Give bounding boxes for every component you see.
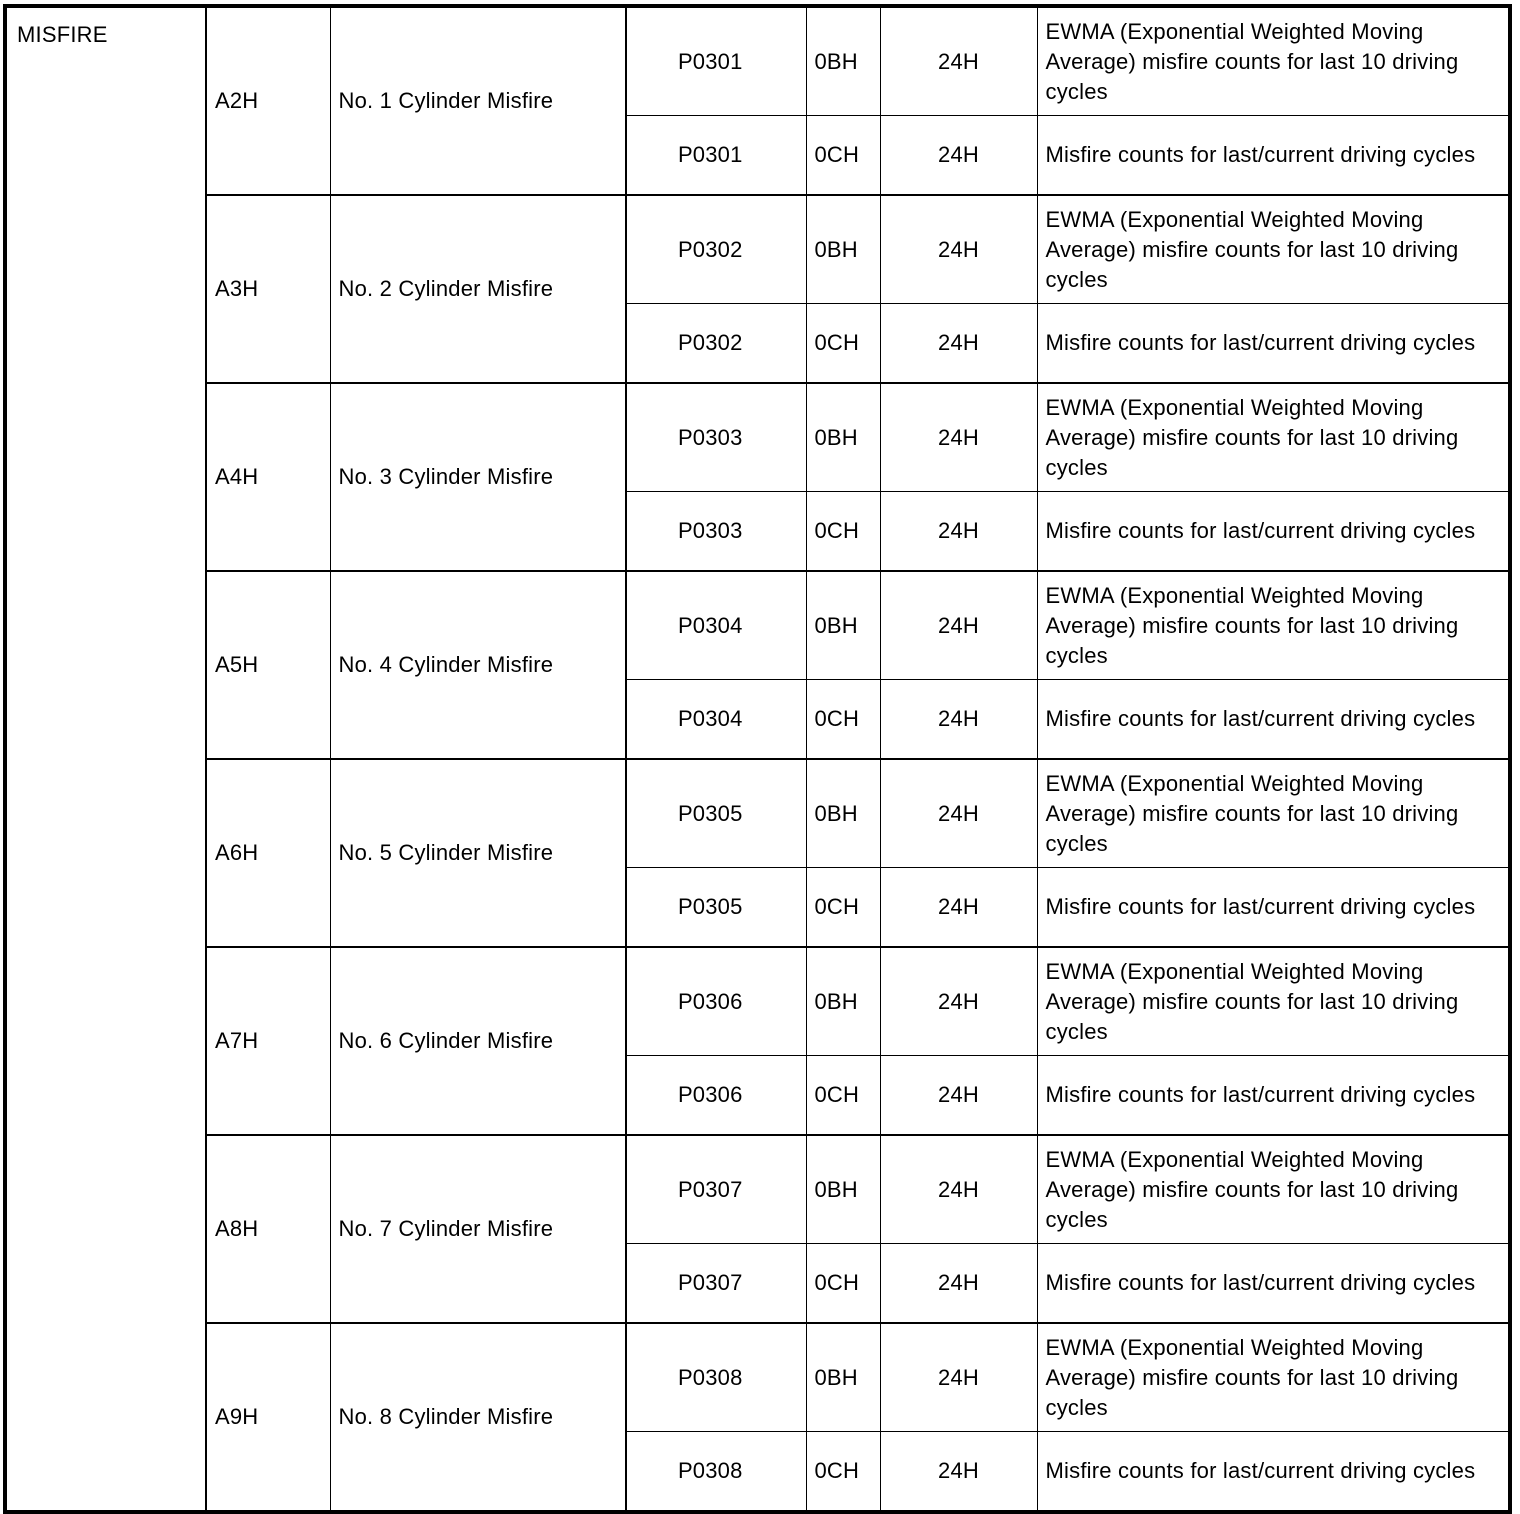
dtc-cell: P0306	[625, 946, 807, 1056]
dtc-cell: P0304	[625, 570, 807, 680]
test-name-cell: No. 6 Cylinder Misfire	[329, 946, 627, 1136]
description-cell: EWMA (Exponential Weighted Moving Averag…	[1036, 758, 1511, 868]
table-row: MISFIRE A2H No. 1 Cylinder Misfire P0301 0BH…	[4, 5, 1511, 1513]
description-cell: Misfire counts for last/current driving …	[1036, 115, 1511, 196]
component-id-cell: 0CH	[805, 867, 881, 948]
test-name-cell: No. 2 Cylinder Misfire	[329, 194, 627, 384]
table-row: A5H No. 4 Cylinder Misfire P0304 0BH 24H EWMA…	[5, 570, 1511, 760]
unit-cell: 24H	[879, 1322, 1038, 1432]
dtc-cell: P0302	[625, 303, 807, 384]
table-row: A8H No. 7 Cylinder Misfire P0307 0BH 24H EWMA…	[5, 1134, 1511, 1324]
table-row: P0307 0CH 24H Misfire counts for last/curre…	[5, 1243, 1511, 1324]
unit-cell: 24H	[879, 194, 1038, 304]
unit-cell: 24H	[879, 382, 1038, 492]
dtc-cell: P0306	[625, 1055, 807, 1136]
description-cell: Misfire counts for last/current driving …	[1036, 867, 1511, 948]
misfire-table: MISFIRE A2H No. 1 Cylinder Misfire P0301 0BH…	[3, 4, 1512, 1514]
unit-cell: 24H	[879, 1055, 1038, 1136]
description-cell: Misfire counts for last/current driving …	[1036, 679, 1511, 760]
description-cell: EWMA (Exponential Weighted Moving Averag…	[1036, 194, 1511, 304]
test-name-cell: No. 1 Cylinder Misfire	[329, 5, 627, 196]
dtc-cell: P0308	[625, 1322, 807, 1432]
component-id-cell: 0BH	[805, 758, 881, 868]
description-cell: Misfire counts for last/current driving …	[1036, 1055, 1511, 1136]
test-id-cell: A4H	[205, 382, 331, 572]
description-cell: Misfire counts for last/current driving …	[1036, 1431, 1511, 1513]
unit-cell: 24H	[879, 758, 1038, 868]
test-name-cell: No. 8 Cylinder Misfire	[329, 1322, 627, 1513]
table-row: A3H No. 2 Cylinder Misfire P0302 0BH 24H EWMA…	[5, 194, 1511, 384]
dtc-cell: P0302	[625, 194, 807, 304]
unit-cell: 24H	[879, 5, 1038, 116]
dtc-cell: P0304	[625, 679, 807, 760]
unit-cell: 24H	[879, 867, 1038, 948]
test-name-cell: No. 7 Cylinder Misfire	[329, 1134, 627, 1324]
dtc-cell: P0303	[625, 491, 807, 572]
table-row: P0303 0CH 24H Misfire counts for last/curre…	[5, 491, 1511, 572]
component-id-cell: 0BH	[805, 5, 881, 116]
component-id-cell: 0BH	[805, 194, 881, 304]
component-id-cell: 0CH	[805, 491, 881, 572]
unit-cell: 24H	[879, 491, 1038, 572]
dtc-cell: P0301	[625, 115, 807, 196]
component-id-cell: 0CH	[805, 303, 881, 384]
dtc-cell: P0307	[625, 1243, 807, 1324]
component-id-cell: 0CH	[805, 679, 881, 760]
table-row: P0302 0CH 24H Misfire counts for last/curre…	[5, 303, 1511, 384]
test-name-cell: No. 5 Cylinder Misfire	[329, 758, 627, 948]
component-id-cell: 0BH	[805, 1322, 881, 1432]
table-row: P0304 0CH 24H Misfire counts for last/curre…	[5, 679, 1511, 760]
unit-cell: 24H	[879, 115, 1038, 196]
test-id-cell: A3H	[205, 194, 331, 384]
description-cell: Misfire counts for last/current driving …	[1036, 1243, 1511, 1324]
category-cell: MISFIRE	[4, 5, 207, 1513]
test-id-cell: A6H	[205, 758, 331, 948]
test-id-cell: A9H	[205, 1322, 331, 1513]
component-id-cell: 0CH	[805, 115, 881, 196]
dtc-cell: P0301	[625, 5, 807, 116]
table-row: P0308 0CH 24H Misfire counts for last/curre…	[5, 1431, 1511, 1513]
dtc-cell: P0305	[625, 758, 807, 868]
dtc-cell: P0308	[625, 1431, 807, 1513]
table-row: A6H No. 5 Cylinder Misfire P0305 0BH 24H EWMA…	[5, 758, 1511, 948]
unit-cell: 24H	[879, 1243, 1038, 1324]
description-cell: EWMA (Exponential Weighted Moving Averag…	[1036, 382, 1511, 492]
unit-cell: 24H	[879, 570, 1038, 680]
test-id-cell: A8H	[205, 1134, 331, 1324]
description-cell: EWMA (Exponential Weighted Moving Averag…	[1036, 1134, 1511, 1244]
component-id-cell: 0CH	[805, 1055, 881, 1136]
dtc-cell: P0303	[625, 382, 807, 492]
component-id-cell: 0CH	[805, 1243, 881, 1324]
unit-cell: 24H	[879, 1134, 1038, 1244]
test-id-cell: A5H	[205, 570, 331, 760]
description-cell: Misfire counts for last/current driving …	[1036, 491, 1511, 572]
table-row: P0305 0CH 24H Misfire counts for last/curre…	[5, 867, 1511, 948]
description-cell: EWMA (Exponential Weighted Moving Averag…	[1036, 570, 1511, 680]
unit-cell: 24H	[879, 679, 1038, 760]
dtc-cell: P0305	[625, 867, 807, 948]
test-name-cell: No. 4 Cylinder Misfire	[329, 570, 627, 760]
test-name-cell: No. 3 Cylinder Misfire	[329, 382, 627, 572]
component-id-cell: 0BH	[805, 570, 881, 680]
description-cell: EWMA (Exponential Weighted Moving Averag…	[1036, 1322, 1511, 1432]
description-cell: EWMA (Exponential Weighted Moving Averag…	[1036, 946, 1511, 1056]
table-row: A9H No. 8 Cylinder Misfire P0308 0BH 24H EWMA…	[5, 1322, 1511, 1513]
test-id-cell: A7H	[205, 946, 331, 1136]
description-cell: Misfire counts for last/current driving …	[1036, 303, 1511, 384]
table-row: A7H No. 6 Cylinder Misfire P0306 0BH 24H EWMA…	[5, 946, 1511, 1136]
test-id-cell: A2H	[205, 5, 331, 196]
unit-cell: 24H	[879, 303, 1038, 384]
table-row: A4H No. 3 Cylinder Misfire P0303 0BH 24H EWMA…	[5, 382, 1511, 572]
dtc-cell: P0307	[625, 1134, 807, 1244]
component-id-cell: 0BH	[805, 946, 881, 1056]
unit-cell: 24H	[879, 946, 1038, 1056]
description-cell: EWMA (Exponential Weighted Moving Averag…	[1036, 5, 1511, 116]
table-row: P0306 0CH 24H Misfire counts for last/curre…	[5, 1055, 1511, 1136]
component-id-cell: 0BH	[805, 1134, 881, 1244]
component-id-cell: 0BH	[805, 382, 881, 492]
